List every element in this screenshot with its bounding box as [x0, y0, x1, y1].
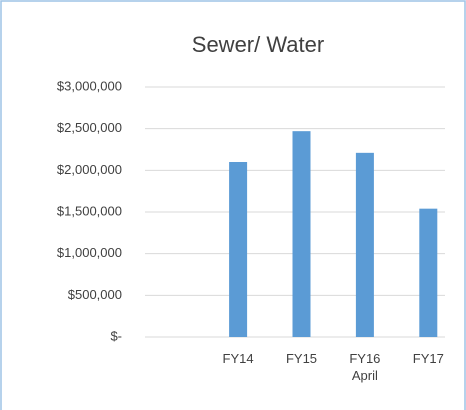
x-tick-label: FY16 April: [349, 351, 381, 383]
chart-title: Sewer/ Water: [192, 32, 324, 57]
x-tick-label: FY14: [222, 351, 254, 366]
y-tick-label: $3,000,000: [57, 78, 122, 93]
y-tick-label: $1,500,000: [57, 203, 122, 218]
bar: [292, 131, 311, 337]
y-tick-label: $2,500,000: [57, 120, 122, 135]
y-tick-label: $1,000,000: [57, 245, 122, 260]
bar: [419, 208, 438, 337]
bar: [229, 162, 248, 337]
y-tick-label: $-: [110, 328, 122, 343]
x-tick-label: FY17: [412, 351, 444, 366]
y-tick-label: $500,000: [68, 287, 122, 302]
bar: [355, 152, 374, 337]
x-tick-label: FY15: [285, 351, 318, 366]
y-tick-label: $2,000,000: [57, 162, 122, 177]
